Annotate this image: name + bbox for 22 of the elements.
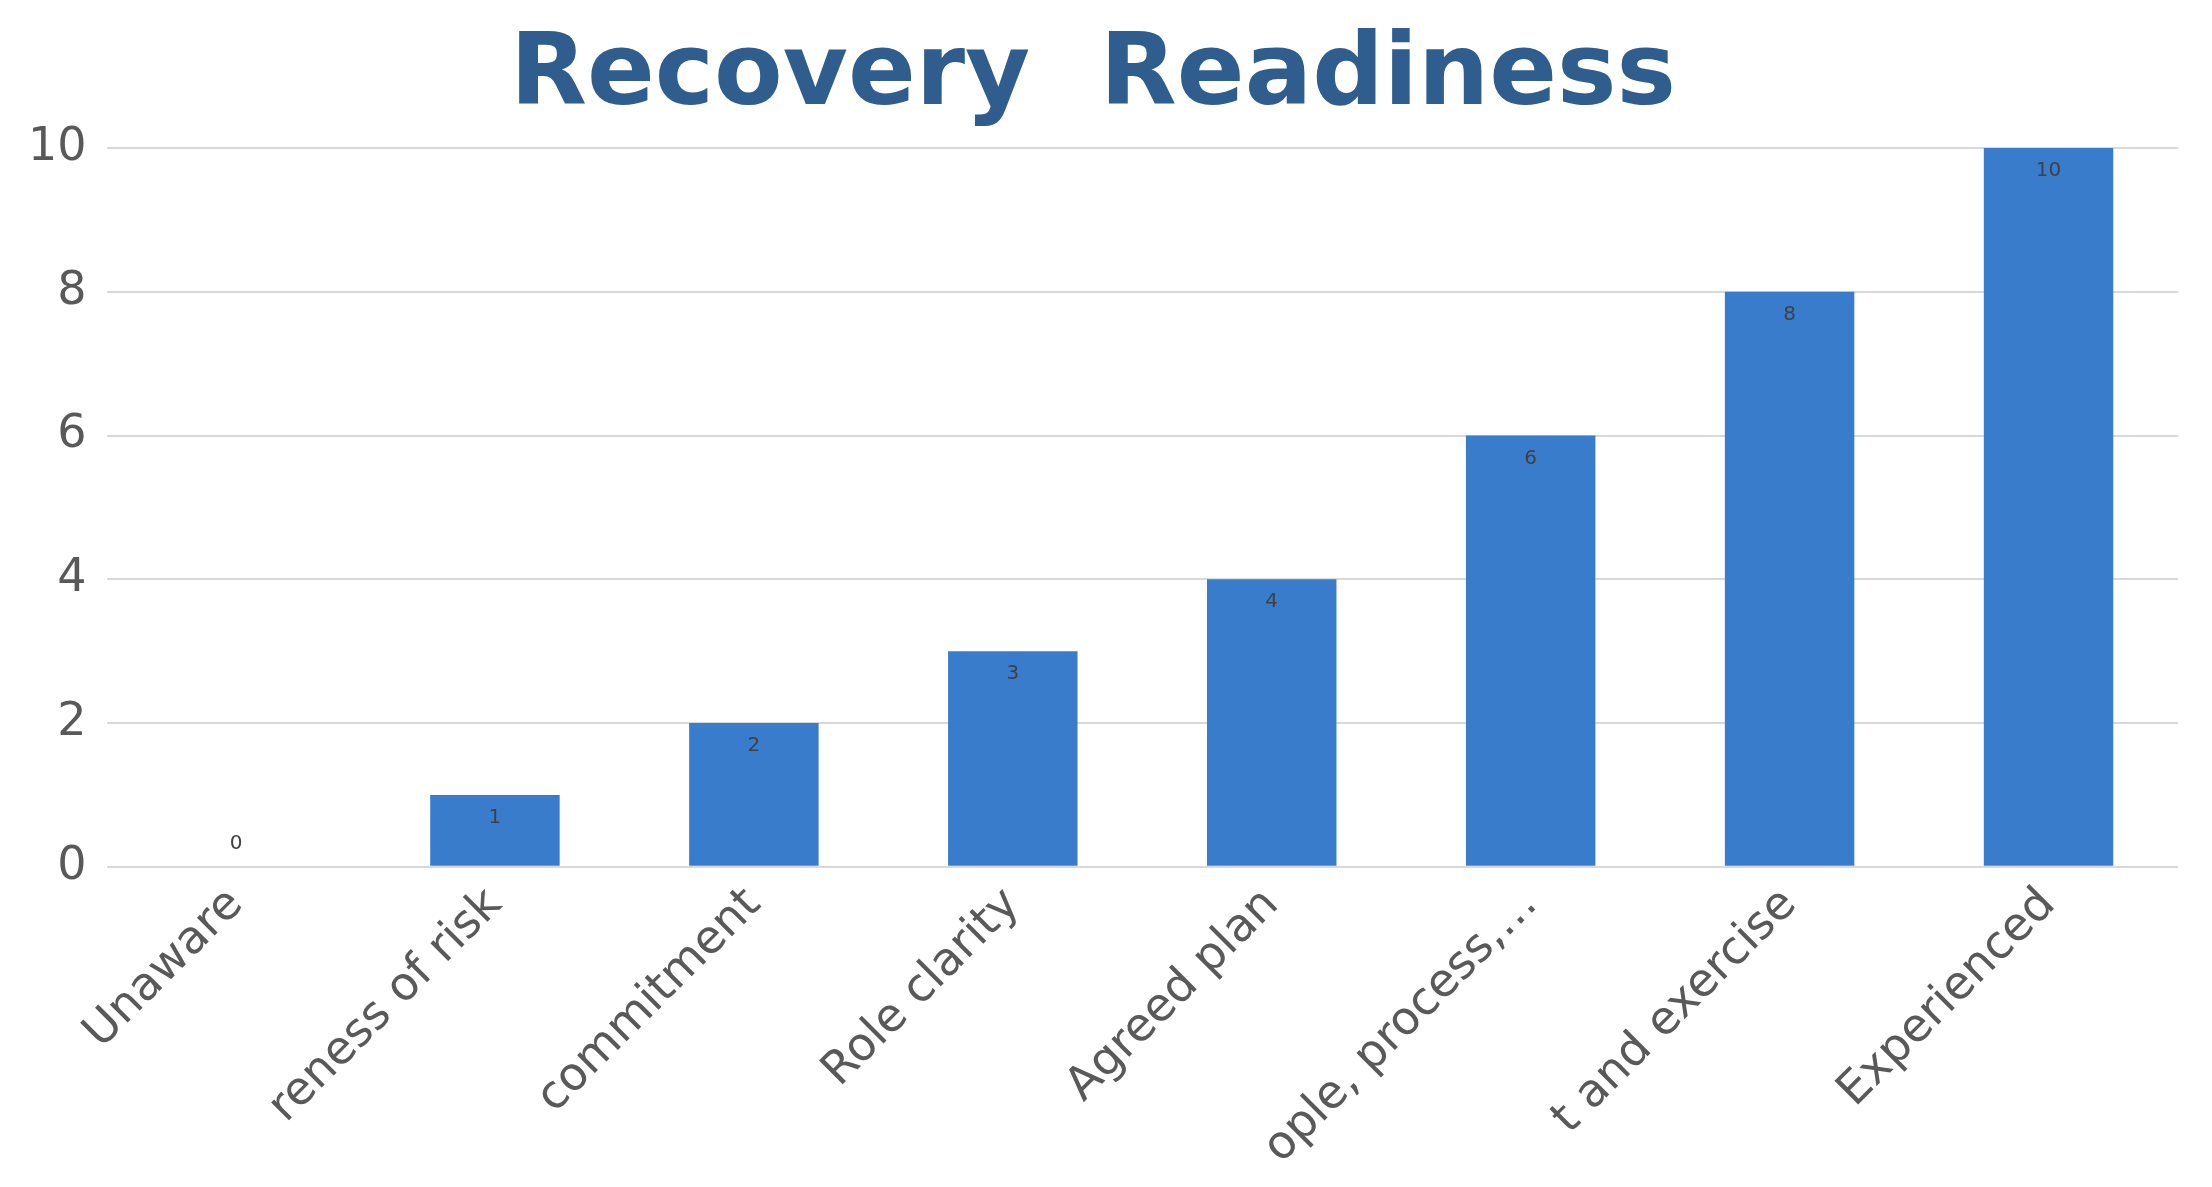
bar — [1983, 148, 2114, 866]
y-tick-label: 2 — [57, 692, 87, 747]
data-label: 8 — [1783, 300, 1796, 325]
data-label: 3 — [1006, 660, 1020, 685]
y-tick-label: 4 — [57, 548, 87, 603]
bar — [1465, 435, 1596, 866]
bar — [689, 723, 819, 866]
data-label: 0 — [229, 829, 243, 854]
y-tick-label: 10 — [27, 116, 87, 171]
data-label: 10 — [2035, 157, 2062, 181]
bar — [1207, 579, 1337, 866]
chart-title: Recovery Readiness — [509, 10, 1677, 128]
y-tick-label: 6 — [57, 404, 87, 459]
bar — [1724, 291, 1855, 866]
data-label: 4 — [1265, 588, 1279, 613]
data-label: 6 — [1524, 444, 1538, 469]
y-tick-label: 8 — [57, 260, 87, 315]
bar — [948, 651, 1078, 866]
data-label: 2 — [747, 732, 761, 757]
data-label: 1 — [488, 803, 502, 828]
y-tick-label: 0 — [57, 835, 87, 890]
bar — [430, 794, 560, 866]
